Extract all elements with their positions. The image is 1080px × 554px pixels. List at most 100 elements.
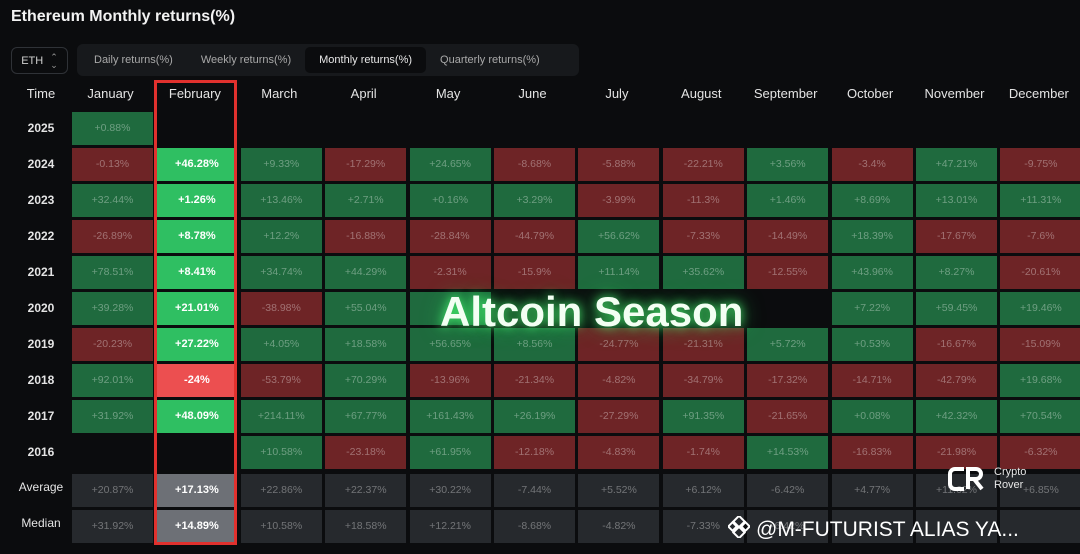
return-cell: -17.67%	[916, 220, 997, 253]
return-cell: +42.32%	[916, 400, 997, 433]
return-cell: +56.62%	[578, 220, 660, 253]
return-cell: +18.58%	[325, 328, 407, 361]
return-cell: +12.2%	[240, 220, 322, 253]
row-label-year: 2022	[27, 229, 55, 243]
return-cell: +214.11%	[240, 400, 322, 433]
return-cell: -6.42%	[747, 510, 829, 543]
column-header-june: June	[518, 86, 547, 101]
return-cell: -20.23%	[72, 328, 153, 361]
column-header-september: September	[753, 86, 818, 101]
return-cell	[241, 112, 322, 145]
row-label-year: 2024	[27, 157, 55, 171]
column-header-august: August	[681, 86, 722, 101]
return-cell: -4.83%	[578, 436, 660, 469]
return-cell: -16.83%	[831, 436, 913, 469]
return-cell: -6.42%	[747, 474, 829, 507]
column-header-july: July	[605, 86, 629, 101]
return-cell: +59.45%	[916, 292, 997, 325]
return-cell: -22.21%	[662, 148, 744, 181]
return-cell: -11.3%	[662, 184, 744, 217]
return-cell: -12.18%	[494, 436, 575, 469]
row-label-year: 2016	[27, 445, 55, 459]
return-cell	[410, 112, 491, 145]
return-cell	[832, 112, 913, 145]
return-cell: -34.79%	[662, 364, 744, 397]
return-cell: -16.88%	[325, 220, 407, 253]
return-cell: -8.68%	[494, 510, 575, 543]
return-cell: -4.82%	[578, 510, 660, 543]
return-cell: +10.58%	[240, 510, 322, 543]
return-cell: -24.77%	[578, 328, 660, 361]
return-cell: +3.29%	[494, 184, 575, 217]
return-cell: -21.98%	[916, 436, 997, 469]
row-label-year: 2020	[27, 301, 55, 315]
page-title: Ethereum Monthly returns(%)	[11, 8, 236, 25]
return-cell: +44.29%	[325, 256, 407, 289]
column-header-march: March	[261, 86, 298, 101]
return-cell: +18.58%	[325, 510, 407, 543]
return-cell: +8.78%	[156, 220, 238, 253]
return-cell	[747, 292, 828, 325]
return-cell: +34.74%	[240, 256, 322, 289]
return-cell: +24.65%	[409, 148, 491, 181]
asset-select[interactable]: ETH ⌃ ⌄	[11, 47, 68, 74]
return-cell: +1.46%	[747, 184, 829, 217]
row-label-average: Average	[18, 480, 64, 494]
return-cell: +10.58%	[240, 436, 322, 469]
return-cell: +11.31%	[1000, 184, 1080, 217]
return-cell: +30.22%	[409, 474, 491, 507]
return-cell: -9.75%	[1000, 148, 1080, 181]
return-cell: -8.68%	[494, 148, 575, 181]
return-cell: +7.22%	[831, 292, 913, 325]
return-cell: -0.13%	[72, 148, 153, 181]
return-cell	[1000, 510, 1080, 543]
asset-select-value: ETH	[21, 54, 44, 67]
return-cell	[663, 112, 744, 145]
return-cell: -17.32%	[747, 364, 829, 397]
return-cell: +	[409, 292, 491, 325]
return-cell: -44.79%	[494, 220, 575, 253]
return-cell: +8.69%	[831, 184, 913, 217]
return-cell: -14.71%	[831, 364, 913, 397]
return-cell: -17.29%	[325, 148, 407, 181]
return-cell: +0.88%	[72, 112, 153, 145]
return-cell: -3.4%	[831, 148, 913, 181]
brand-line-1: Crypto	[994, 466, 1027, 478]
return-cell: +55.04%	[325, 292, 407, 325]
return-cell: -7.33%	[662, 220, 744, 253]
tab-monthly-returns[interactable]: Monthly returns(%)	[305, 47, 427, 73]
return-cell: +92.01%	[72, 364, 153, 397]
binance-diamond-icon	[726, 514, 752, 544]
row-label-year: 2017	[27, 409, 55, 423]
return-cell	[831, 510, 913, 543]
return-cell: +4.05%	[240, 328, 322, 361]
row-label-year: 2023	[27, 193, 55, 207]
up-down-chevron-icon: ⌃ ⌄	[50, 51, 58, 70]
column-header-january: January	[87, 86, 134, 101]
return-cell: +0.08%	[831, 400, 913, 433]
return-cell: +6.85%	[1000, 474, 1080, 507]
return-cell: +31.92%	[72, 510, 153, 543]
author-watermark: @M-FUTURIST ALIAS YA...	[726, 514, 1019, 544]
return-cell: +27.22%	[156, 328, 238, 361]
return-cell: +13.01%	[916, 184, 997, 217]
return-cell	[916, 510, 997, 543]
return-cell: +8.27%	[916, 256, 997, 289]
tab-weekly-returns[interactable]: Weekly returns(%)	[200, 54, 292, 66]
return-cell: +19.68%	[1000, 364, 1080, 397]
return-cell: +67.77%	[325, 400, 407, 433]
return-cell: -3.99%	[578, 184, 660, 217]
column-header-december: December	[1008, 86, 1069, 101]
brand-line-2: Rover	[994, 479, 1024, 491]
return-cell: +12.21%	[409, 510, 491, 543]
return-cell	[156, 436, 237, 469]
return-cell: +14.89%	[156, 510, 238, 543]
return-cell	[747, 112, 828, 145]
return-cell: -15.09%	[1000, 328, 1080, 361]
return-cell: -21.31%	[662, 328, 744, 361]
tab-quarterly-returns[interactable]: Quarterly returns(%)	[440, 54, 540, 66]
return-cell: -5.88%	[578, 148, 660, 181]
return-cell: +46.28%	[156, 148, 238, 181]
return-cell: +61.95%	[409, 436, 491, 469]
tab-daily-returns[interactable]: Daily returns(%)	[94, 54, 173, 66]
